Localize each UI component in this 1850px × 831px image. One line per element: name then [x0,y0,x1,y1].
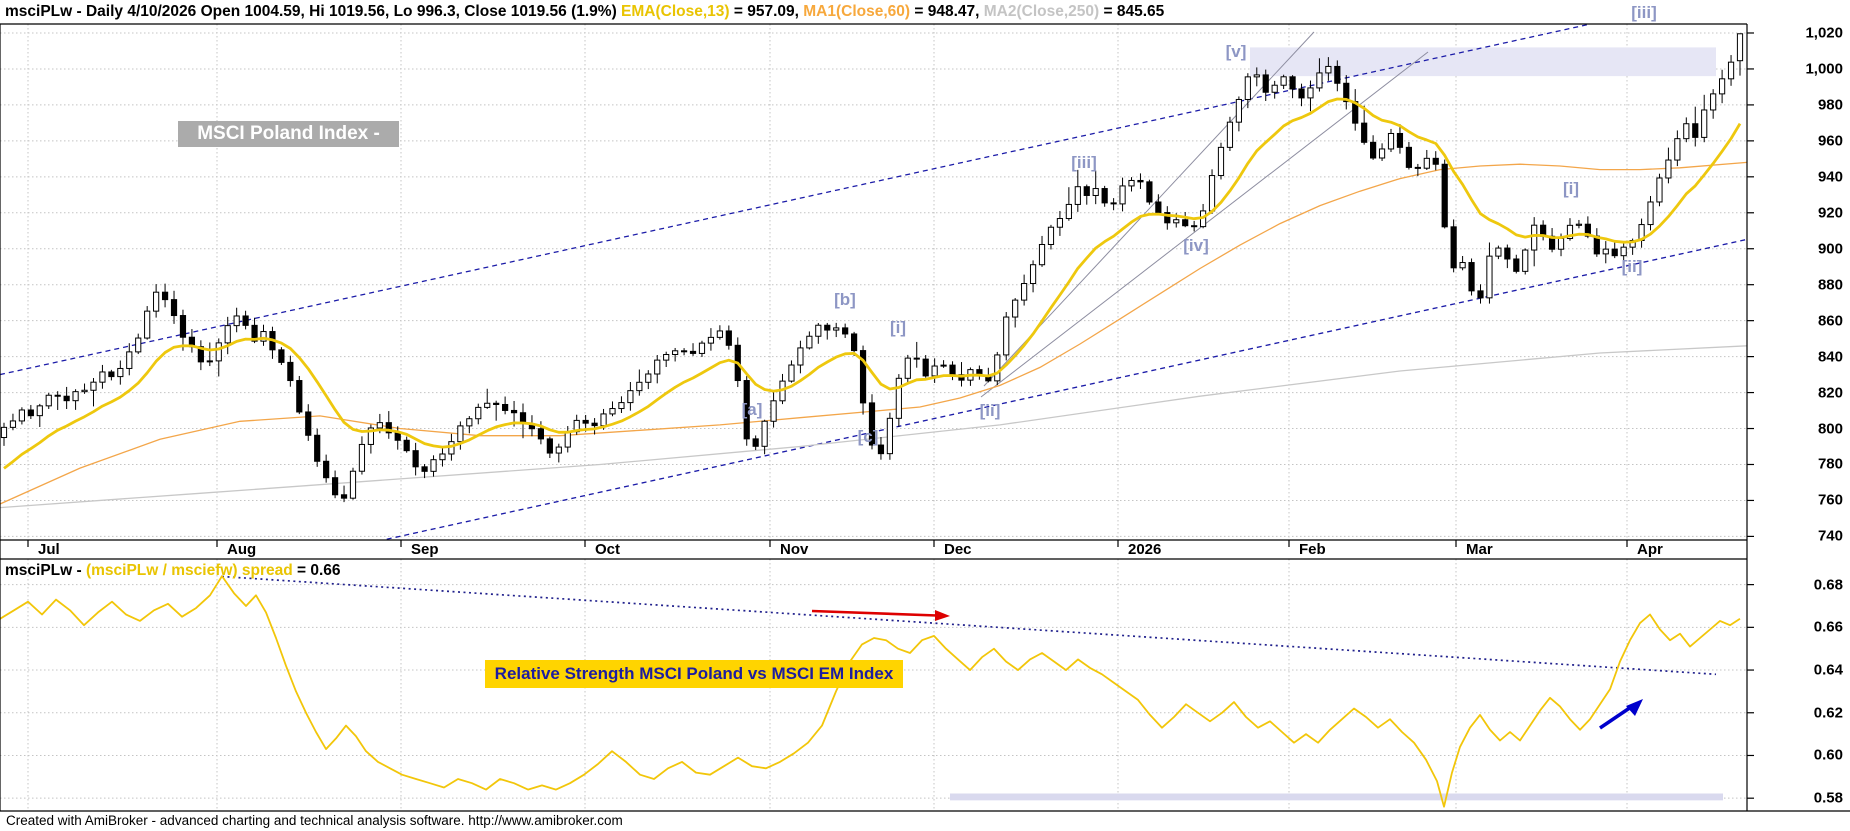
upper-channel-trendline[interactable] [0,0,1747,376]
wave-label-iv[interactable]: [iv] [1183,236,1209,255]
relative-strength-pane-plot[interactable] [0,575,1741,808]
price-tick-label: 900 [1817,240,1843,258]
wave-label-b[interactable]: [b] [834,290,856,309]
price-tick-label: 880 [1817,276,1843,294]
header-part-6: = 845.65 [1099,3,1165,20]
wave-label-ii[interactable]: [ii] [979,401,1001,420]
ma1-60-line [0,161,1747,505]
wave-label-c[interactable]: [c] [857,427,879,446]
price-tick-label: 800 [1817,420,1843,438]
spread-tick-label: 0.66 [1813,618,1843,636]
header-part-3: MA1(Close,60) [803,3,911,20]
watermark-label: MSCI Poland Index - Daily [178,121,399,170]
price-tick-label: 960 [1817,132,1843,150]
wave-label-iii[interactable]: [iii] [1631,3,1657,22]
footer-text: Created with AmiBroker - advanced charti… [6,813,623,828]
spread-tick-label: 0.62 [1813,704,1843,722]
footer-credit: Created with AmiBroker - advanced charti… [6,813,623,828]
candlestick-series [0,33,1744,503]
blue-arrow[interactable] [1599,699,1643,730]
x-axis-month-label: Mar [1466,541,1493,558]
x-axis-month-label: Nov [780,541,809,558]
pane2-title-part-0: msciPLw - [5,562,86,579]
header-part-2: = 957.09, [729,3,804,20]
header-part-1: EMA(Close,13) [621,3,730,20]
price-tick-label: 780 [1817,455,1843,473]
spread-tick-label: 0.60 [1813,746,1843,764]
price-tick-label: 820 [1817,384,1843,402]
spread-tick-label: 0.64 [1813,661,1843,679]
price-tick-label: 940 [1817,168,1843,186]
wave-label-iii[interactable]: [iii] [1071,153,1097,172]
x-axis-month-label: Dec [944,541,972,558]
ma2-250-line [0,345,1747,509]
wave-label-i[interactable]: [i] [889,318,907,337]
wave-label-v[interactable]: [v] [1225,42,1247,61]
x-axis-month-label: 2026 [1128,541,1162,558]
x-axis-month-label: Sep [411,541,439,558]
price-tick-label: 980 [1817,96,1843,114]
price-tick-label: 760 [1817,491,1843,509]
x-axis-month-label: Apr [1637,541,1663,558]
price-tick-label: 740 [1817,527,1843,545]
header-part-5: MA2(Close,250) [983,3,1100,20]
spread-tick-label: 0.68 [1813,576,1843,594]
x-axis-month-label: Jul [38,541,60,558]
x-axis-month-label: Oct [595,541,621,558]
x-axis-month-label: Aug [227,541,257,558]
pane1-gridlines [0,24,1747,540]
header-part-4: = 948.47, [910,3,984,20]
price-tick-label: 860 [1817,312,1843,330]
price-tick-label: 840 [1817,348,1843,366]
relative-strength-text-box[interactable]: Relative Strength MSCI Poland vs MSCI EM… [485,660,903,688]
red-arrow[interactable] [811,609,950,621]
x-axis-month-label: Feb [1299,541,1326,558]
wave-label-ii[interactable]: [ii] [1621,257,1643,276]
support-band [950,793,1723,801]
price-pane-plot[interactable] [0,0,1747,625]
ema-13-line [3,97,1742,470]
price-tick-label: 1,020 [1805,24,1843,42]
rs-down-trendline[interactable] [221,575,1717,676]
price-tick-label: 920 [1817,204,1843,222]
price-pane-header: msciPLw - Daily 4/10/2026 Open 1004.59, … [5,3,1164,21]
pane2-title-part-2: = 0.66 [292,562,341,579]
wave-label-i[interactable]: [i] [1562,179,1580,198]
pane2-header: msciPLw - (msciPLw / msciefw) spread = 0… [5,562,341,580]
axis-tick-marks [27,32,1754,799]
spread-tick-label: 0.58 [1813,789,1843,807]
pane2-title-part-1: (msciPLw / msciefw) spread [85,562,293,579]
price-tick-label: 1,000 [1805,60,1843,78]
relative-strength-line [0,575,1741,808]
wave-label-a[interactable]: [a] [741,400,763,419]
header-part-0: msciPLw - Daily 4/10/2026 Open 1004.59, … [5,3,622,20]
